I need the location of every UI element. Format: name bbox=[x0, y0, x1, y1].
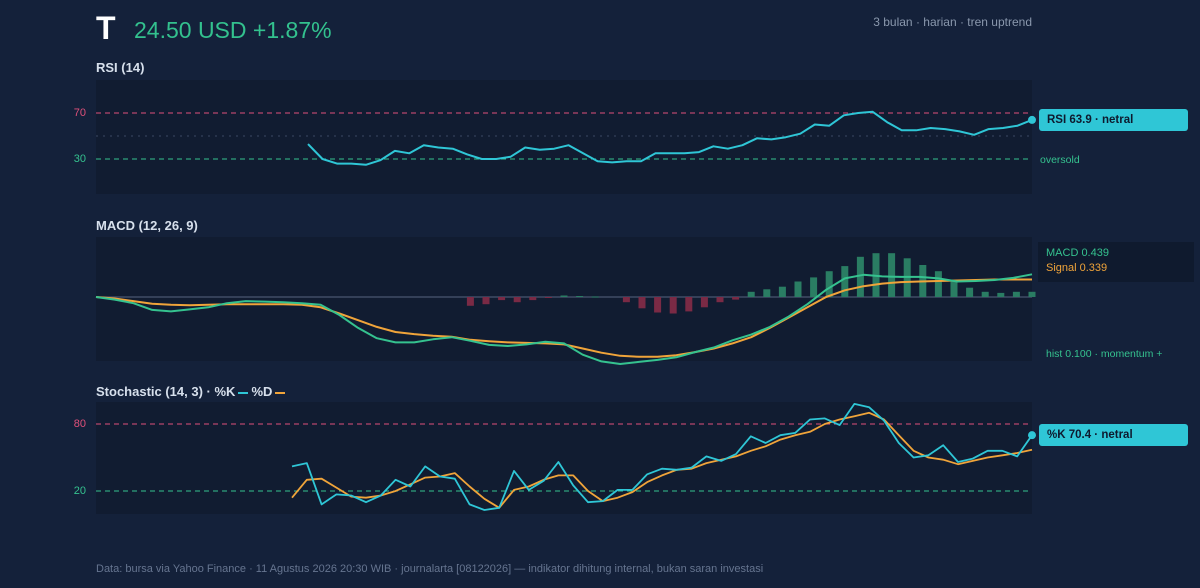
macd-hist-bar bbox=[747, 291, 755, 297]
macd-hist-bar bbox=[763, 289, 771, 297]
macd-hist-bar bbox=[591, 296, 599, 298]
macd-hist-bar bbox=[778, 286, 786, 297]
rsi-line bbox=[307, 110, 1033, 166]
stoch-last-point bbox=[1028, 431, 1036, 440]
stoch-k-line bbox=[291, 403, 1033, 511]
stoch-value-badge: %K 70.4 · netral bbox=[1039, 424, 1188, 446]
macd-hist-bar bbox=[513, 297, 521, 303]
rsi-tick-70: 70 bbox=[73, 107, 86, 119]
macd-hist-bar bbox=[685, 297, 693, 312]
macd-hist-bar bbox=[638, 297, 646, 309]
macd-hist-bar bbox=[560, 295, 568, 297]
rsi-last-point bbox=[1028, 115, 1036, 124]
macd-hist-bar bbox=[856, 256, 864, 297]
stoch-tick-80: 80 bbox=[73, 418, 86, 430]
macd-hist-bar bbox=[529, 297, 537, 301]
stoch-panel bbox=[96, 402, 1032, 514]
macd-hist-bar bbox=[700, 297, 708, 308]
macd-hist-bar bbox=[576, 296, 584, 297]
macd-line bbox=[95, 273, 1033, 365]
macd-hist-bar bbox=[810, 277, 818, 297]
macd-hist-bar bbox=[622, 297, 630, 303]
macd-hist-note: hist 0.100 · momentum + bbox=[1046, 348, 1163, 360]
rsi-value-badge: RSI 63.9 · netral bbox=[1039, 109, 1188, 131]
macd-hist-bar bbox=[1028, 291, 1036, 297]
stoch-title: Stochastic (14, 3) · %K %D bbox=[96, 384, 288, 399]
macd-hist-bar bbox=[825, 271, 833, 297]
macd-hist-bar bbox=[997, 292, 1005, 297]
k-legend-swatch bbox=[238, 391, 249, 394]
footer-source: Data: bursa via Yahoo Finance · 11 Agust… bbox=[96, 563, 764, 575]
d-legend-swatch bbox=[275, 391, 286, 394]
macd-hist-bar bbox=[482, 297, 490, 305]
macd-hist-bar bbox=[669, 297, 677, 314]
chart-subtitle: 3 bulan · harian · tren uptrend bbox=[873, 15, 1032, 29]
stoch-tick-20: 20 bbox=[73, 485, 86, 497]
macd-hist-bar bbox=[716, 297, 724, 303]
rsi-tick-30: 30 bbox=[73, 153, 86, 165]
macd-hist-bar bbox=[934, 271, 942, 297]
macd-hist-bar bbox=[544, 297, 552, 298]
macd-hist-bar bbox=[466, 297, 474, 306]
rsi-title: RSI (14) bbox=[96, 60, 145, 75]
macd-hist-bar bbox=[950, 280, 958, 297]
macd-value-box: MACD 0.439 Signal 0.339 bbox=[1038, 242, 1194, 282]
macd-hist-bar bbox=[841, 266, 849, 297]
d-legend-label: %D bbox=[251, 384, 273, 399]
macd-hist-bar bbox=[966, 287, 974, 297]
stoch-title-text: Stochastic (14, 3) · %K bbox=[96, 384, 236, 399]
macd-value-label: MACD 0.439 bbox=[1046, 247, 1109, 259]
ticker-symbol: T bbox=[96, 10, 116, 46]
price-change: 24.50 USD +1.87% bbox=[134, 17, 332, 43]
macd-hist-bar bbox=[732, 297, 740, 300]
macd-hist-bar bbox=[498, 297, 506, 301]
stoch-d-line bbox=[291, 411, 1033, 509]
macd-title: MACD (12, 26, 9) bbox=[96, 218, 198, 233]
macd-hist-bar bbox=[1012, 291, 1020, 297]
rsi-oversold-note: oversold bbox=[1040, 154, 1080, 166]
macd-hist-bar bbox=[794, 281, 802, 297]
macd-hist-bar bbox=[654, 297, 662, 313]
macd-hist-bar bbox=[981, 291, 989, 297]
rsi-panel bbox=[96, 80, 1032, 194]
signal-value-label: Signal 0.339 bbox=[1046, 262, 1108, 274]
macd-hist-bar bbox=[888, 253, 896, 297]
